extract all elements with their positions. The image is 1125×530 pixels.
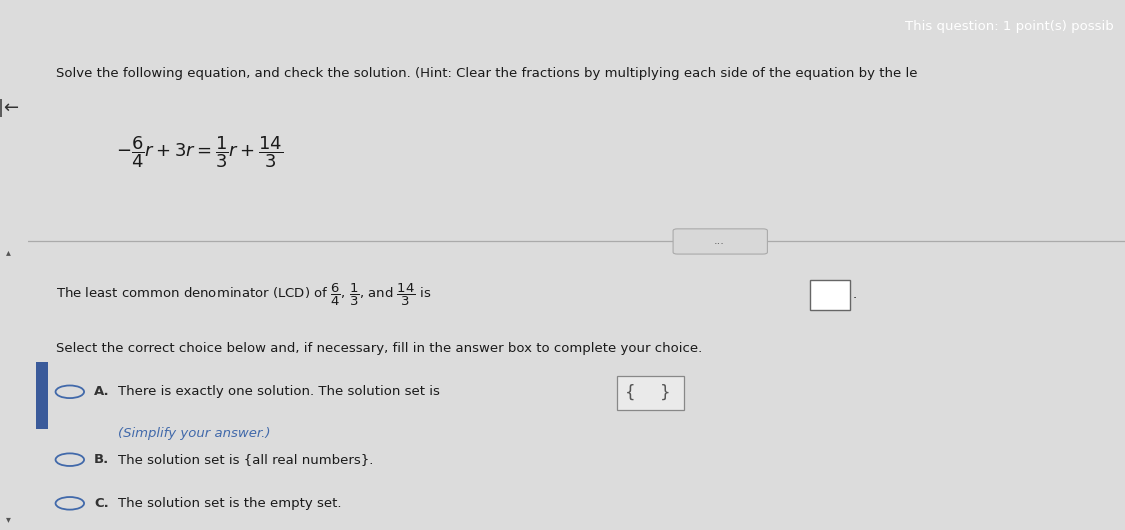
Text: A.: A.: [94, 385, 109, 398]
Text: Solve the following equation, and check the solution. (Hint: Clear the fractions: Solve the following equation, and check …: [55, 67, 917, 80]
FancyBboxPatch shape: [673, 229, 767, 254]
Text: $\blacktriangledown$: $\blacktriangledown$: [4, 515, 11, 525]
FancyBboxPatch shape: [810, 280, 849, 310]
Text: Select the correct choice below and, if necessary, fill in the answer box to com: Select the correct choice below and, if …: [55, 342, 702, 355]
Text: .: .: [853, 288, 857, 301]
Text: B.: B.: [94, 453, 109, 466]
Text: This question: 1 point(s) possib: This question: 1 point(s) possib: [904, 20, 1114, 33]
Text: $|\!\leftarrow$: $|\!\leftarrow$: [0, 97, 20, 119]
Text: ...: ...: [713, 236, 724, 246]
FancyBboxPatch shape: [36, 362, 48, 429]
Text: (Simplify your answer.): (Simplify your answer.): [118, 427, 271, 439]
Text: The solution set is {all real numbers}.: The solution set is {all real numbers}.: [118, 453, 374, 466]
Text: $\blacktriangle$: $\blacktriangle$: [4, 249, 11, 259]
Text: $\{$: $\{$: [623, 382, 634, 402]
Text: C.: C.: [94, 497, 109, 510]
Text: The solution set is the empty set.: The solution set is the empty set.: [118, 497, 342, 510]
Text: $-\dfrac{6}{4}r + 3r = \dfrac{1}{3}r + \dfrac{14}{3}$: $-\dfrac{6}{4}r + 3r = \dfrac{1}{3}r + \…: [116, 134, 284, 170]
Text: The least common denominator (LCD) of $\dfrac{6}{4}$, $\dfrac{1}{3}$, and $\dfra: The least common denominator (LCD) of $\…: [55, 282, 431, 308]
Text: $\}$: $\}$: [659, 382, 669, 402]
Text: There is exactly one solution. The solution set is: There is exactly one solution. The solut…: [118, 385, 440, 398]
FancyBboxPatch shape: [618, 376, 684, 410]
